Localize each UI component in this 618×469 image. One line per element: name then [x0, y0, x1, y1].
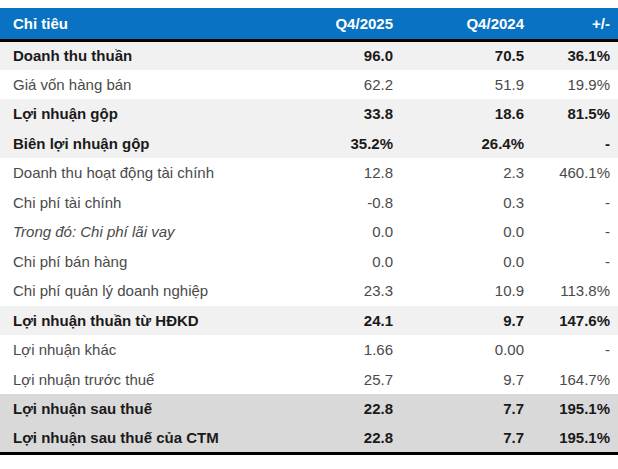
cell-q4-2024: 9.7 — [393, 306, 524, 336]
table-row: Chi phí tài chính-0.80.3- — [0, 188, 618, 218]
table-header: Chỉ tiêu Q4/2025 Q4/2024 +/- — [0, 8, 618, 40]
table-row: Trong đó: Chi phí lãi vay0.00.0- — [0, 217, 618, 247]
cell-q4-2024: 7.7 — [393, 394, 524, 424]
cell-change: - — [524, 129, 618, 159]
row-label: Lợi nhuận gộp — [0, 99, 270, 129]
row-label: Doanh thu hoạt động tài chính — [0, 158, 270, 188]
cell-q4-2025: -0.8 — [270, 188, 393, 218]
table-row: Doanh thu thuần96.070.536.1% — [0, 40, 618, 70]
row-label: Lợi nhuận trước thuế — [0, 365, 270, 395]
table-row: Lợi nhuận thuần từ HĐKD24.19.7147.6% — [0, 306, 618, 336]
cell-q4-2025: 25.7 — [270, 365, 393, 395]
cell-q4-2024: 0.0 — [393, 247, 524, 277]
table-body: Doanh thu thuần96.070.536.1%Giá vốn hàng… — [0, 40, 618, 453]
column-header-q4-2025: Q4/2025 — [270, 8, 393, 40]
cell-q4-2024: 10.9 — [393, 276, 524, 306]
cell-change: 460.1% — [524, 158, 618, 188]
cell-q4-2024: 0.0 — [393, 217, 524, 247]
cell-q4-2024: 0.3 — [393, 188, 524, 218]
cell-q4-2025: 62.2 — [270, 70, 393, 100]
column-header-q4-2024: Q4/2024 — [393, 8, 524, 40]
cell-q4-2025: 23.3 — [270, 276, 393, 306]
cell-change: - — [524, 247, 618, 277]
cell-q4-2024: 51.9 — [393, 70, 524, 100]
row-label: Biên lợi nhuận gộp — [0, 129, 270, 159]
cell-change: 195.1% — [524, 394, 618, 424]
financial-results-page: Chỉ tiêu Q4/2025 Q4/2024 +/- Doanh thu t… — [0, 0, 618, 469]
cell-q4-2025: 96.0 — [270, 40, 393, 70]
cell-change: 164.7% — [524, 365, 618, 395]
cell-change: 113.8% — [524, 276, 618, 306]
cell-change: - — [524, 335, 618, 365]
table-row: Biên lợi nhuận gộp35.2%26.4%- — [0, 129, 618, 159]
cell-change: 81.5% — [524, 99, 618, 129]
cell-q4-2024: 9.7 — [393, 365, 524, 395]
table-row: Chi phí bán hàng0.00.0- — [0, 247, 618, 277]
cell-change: - — [524, 217, 618, 247]
cell-q4-2024: 70.5 — [393, 40, 524, 70]
cell-q4-2025: 12.8 — [270, 158, 393, 188]
cell-q4-2024: 26.4% — [393, 129, 524, 159]
row-label: Chi phí quản lý doanh nghiệp — [0, 276, 270, 306]
table-row: Doanh thu hoạt động tài chính12.82.3460.… — [0, 158, 618, 188]
cell-change: 147.6% — [524, 306, 618, 336]
row-label: Lợi nhuận thuần từ HĐKD — [0, 306, 270, 336]
column-header-label: Chỉ tiêu — [0, 8, 270, 40]
cell-q4-2025: 0.0 — [270, 247, 393, 277]
table-row: Lợi nhuận khác1.660.00- — [0, 335, 618, 365]
table-row: Lợi nhuận gộp33.818.681.5% — [0, 99, 618, 129]
cell-q4-2024: 18.6 — [393, 99, 524, 129]
cell-q4-2025: 1.66 — [270, 335, 393, 365]
cell-change: 195.1% — [524, 424, 618, 454]
cell-change: 36.1% — [524, 40, 618, 70]
table-row: Lợi nhuận sau thuế của CTM22.87.7195.1% — [0, 424, 618, 454]
cell-q4-2024: 7.7 — [393, 424, 524, 454]
financial-results-table: Chỉ tiêu Q4/2025 Q4/2024 +/- Doanh thu t… — [0, 8, 618, 455]
cell-q4-2025: 35.2% — [270, 129, 393, 159]
cell-q4-2025: 22.8 — [270, 424, 393, 454]
cell-q4-2024: 0.00 — [393, 335, 524, 365]
table-header-row: Chỉ tiêu Q4/2025 Q4/2024 +/- — [0, 8, 618, 40]
row-label: Chi phí bán hàng — [0, 247, 270, 277]
row-label: Lợi nhuận sau thuế — [0, 394, 270, 424]
cell-q4-2025: 24.1 — [270, 306, 393, 336]
cell-change: - — [524, 188, 618, 218]
cell-q4-2025: 22.8 — [270, 394, 393, 424]
row-label: Lợi nhuận khác — [0, 335, 270, 365]
row-label: Trong đó: Chi phí lãi vay — [0, 217, 270, 247]
cell-change: 19.9% — [524, 70, 618, 100]
cell-q4-2025: 33.8 — [270, 99, 393, 129]
row-label: Doanh thu thuần — [0, 40, 270, 70]
row-label: Lợi nhuận sau thuế của CTM — [0, 424, 270, 454]
cell-q4-2024: 2.3 — [393, 158, 524, 188]
cell-q4-2025: 0.0 — [270, 217, 393, 247]
table-row: Lợi nhuận trước thuế25.79.7164.7% — [0, 365, 618, 395]
table-row: Chi phí quản lý doanh nghiệp23.310.9113.… — [0, 276, 618, 306]
table-row: Giá vốn hàng bán62.251.919.9% — [0, 70, 618, 100]
table-row: Lợi nhuận sau thuế22.87.7195.1% — [0, 394, 618, 424]
row-label: Giá vốn hàng bán — [0, 70, 270, 100]
row-label: Chi phí tài chính — [0, 188, 270, 218]
column-header-change: +/- — [524, 8, 618, 40]
